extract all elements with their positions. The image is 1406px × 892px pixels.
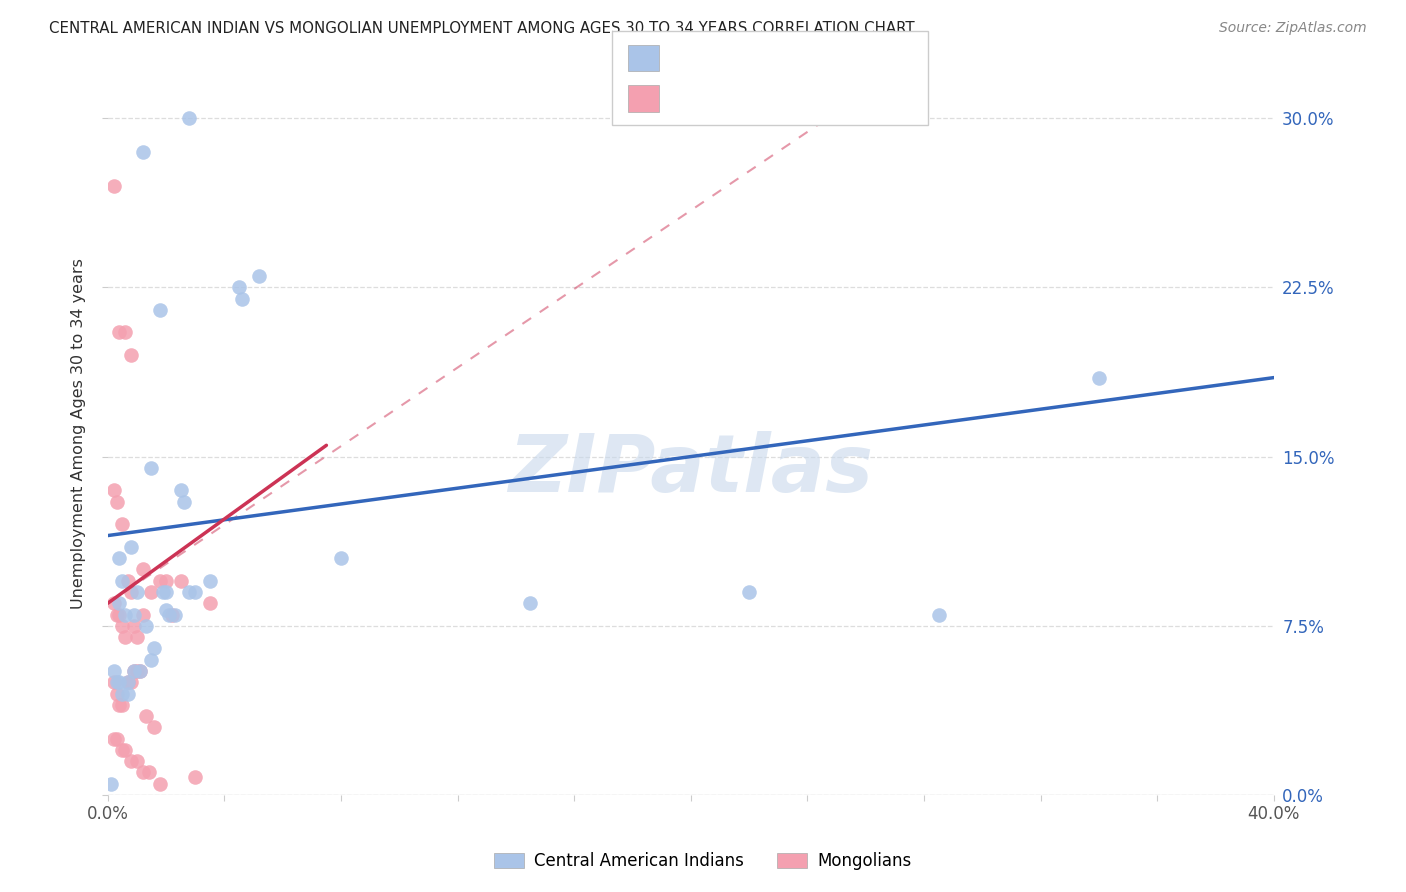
Point xyxy=(100,777,122,791)
Point xyxy=(103,596,125,610)
Point xyxy=(105,607,128,622)
Point xyxy=(125,664,148,678)
Point xyxy=(519,596,541,610)
Text: 45: 45 xyxy=(825,89,846,107)
Text: N =: N = xyxy=(779,89,827,107)
Point xyxy=(114,607,136,622)
Point xyxy=(111,743,134,757)
Point xyxy=(108,675,131,690)
Point xyxy=(132,765,155,780)
Point xyxy=(120,540,142,554)
Point xyxy=(125,754,148,768)
Point xyxy=(169,483,191,498)
Point xyxy=(108,551,131,566)
Point xyxy=(198,574,221,588)
Point xyxy=(141,585,163,599)
Point xyxy=(114,743,136,757)
Point xyxy=(247,268,270,283)
Point xyxy=(173,494,195,508)
Text: R =: R = xyxy=(673,89,710,107)
Point xyxy=(105,675,128,690)
Legend: Central American Indians, Mongolians: Central American Indians, Mongolians xyxy=(488,846,918,877)
Point xyxy=(114,326,136,340)
Point xyxy=(132,145,155,159)
Text: 0.210: 0.210 xyxy=(716,89,763,107)
Point xyxy=(105,686,128,700)
Point xyxy=(231,292,253,306)
Point xyxy=(114,630,136,644)
Point xyxy=(117,686,139,700)
Point xyxy=(111,686,134,700)
Point xyxy=(141,653,163,667)
Point xyxy=(111,698,134,712)
Point xyxy=(111,574,134,588)
Point xyxy=(157,607,180,622)
Point xyxy=(103,664,125,678)
Point xyxy=(103,178,125,193)
Point xyxy=(179,585,201,599)
Text: CENTRAL AMERICAN INDIAN VS MONGOLIAN UNEMPLOYMENT AMONG AGES 30 TO 34 YEARS CORR: CENTRAL AMERICAN INDIAN VS MONGOLIAN UNE… xyxy=(49,21,915,36)
Point xyxy=(120,675,142,690)
Point xyxy=(135,619,157,633)
Point xyxy=(149,777,172,791)
Point xyxy=(141,461,163,475)
Point xyxy=(155,603,177,617)
Point xyxy=(184,770,207,784)
Point xyxy=(117,675,139,690)
Point xyxy=(105,494,128,508)
Point xyxy=(155,585,177,599)
Point xyxy=(163,607,186,622)
Point xyxy=(155,574,177,588)
Text: 41: 41 xyxy=(825,49,846,67)
Point xyxy=(179,111,201,125)
Text: ZIPatlas: ZIPatlas xyxy=(509,431,873,509)
Point xyxy=(122,619,145,633)
Point xyxy=(198,596,221,610)
Point xyxy=(143,720,166,734)
Point xyxy=(120,754,142,768)
Point xyxy=(103,731,125,746)
Point xyxy=(117,675,139,690)
Point xyxy=(122,664,145,678)
Point xyxy=(738,585,761,599)
Point xyxy=(132,607,155,622)
Text: R =: R = xyxy=(673,49,710,67)
Point xyxy=(120,585,142,599)
Point xyxy=(132,562,155,576)
Point xyxy=(125,585,148,599)
Point xyxy=(169,574,191,588)
Point xyxy=(152,585,174,599)
Point xyxy=(125,630,148,644)
Point xyxy=(108,326,131,340)
Point xyxy=(103,483,125,498)
Text: 0.245: 0.245 xyxy=(716,49,763,67)
Point xyxy=(122,664,145,678)
Point xyxy=(111,517,134,532)
Text: N =: N = xyxy=(779,49,827,67)
Point xyxy=(184,585,207,599)
Point xyxy=(928,607,950,622)
Point xyxy=(1088,370,1111,384)
Point xyxy=(122,607,145,622)
Point xyxy=(135,709,157,723)
Point xyxy=(228,280,250,294)
Text: Source: ZipAtlas.com: Source: ZipAtlas.com xyxy=(1219,21,1367,35)
Point xyxy=(105,731,128,746)
Point xyxy=(108,596,131,610)
Point xyxy=(330,551,353,566)
Point xyxy=(149,574,172,588)
Point xyxy=(143,641,166,656)
Point xyxy=(160,607,183,622)
Point xyxy=(117,574,139,588)
Point xyxy=(108,698,131,712)
Point xyxy=(103,675,125,690)
Y-axis label: Unemployment Among Ages 30 to 34 years: Unemployment Among Ages 30 to 34 years xyxy=(72,259,86,609)
Point xyxy=(138,765,160,780)
Point xyxy=(108,607,131,622)
Point xyxy=(111,619,134,633)
Point xyxy=(120,348,142,362)
Point xyxy=(128,664,150,678)
Point xyxy=(149,302,172,317)
Point xyxy=(128,664,150,678)
